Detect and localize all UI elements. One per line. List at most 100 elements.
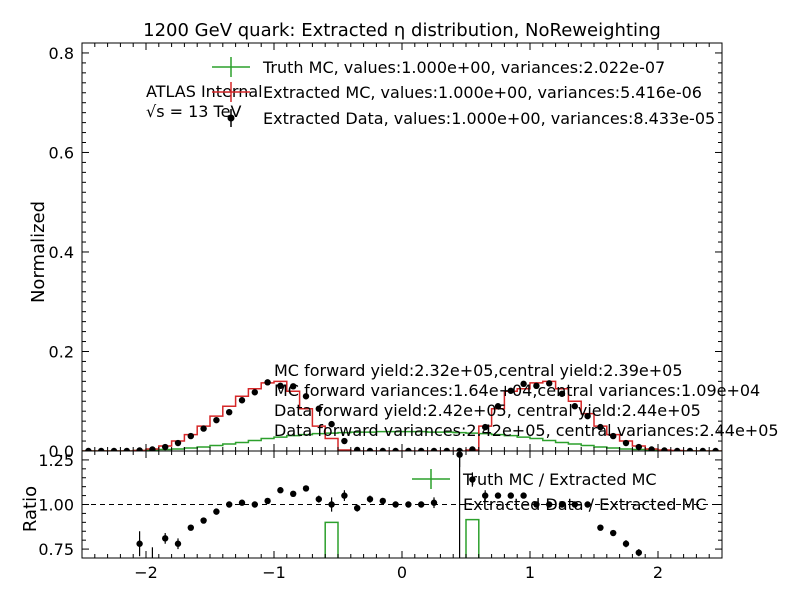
- extracted-data-point: [200, 425, 207, 432]
- extracted-data-point: [597, 423, 604, 431]
- data-ratio-point: [366, 495, 374, 503]
- extracted-data-point: [546, 380, 553, 387]
- data-ratio-point: [187, 524, 194, 531]
- data-ratio-point: [558, 501, 566, 508]
- extracted-data-point: [354, 446, 361, 451]
- extracted-data-point: [226, 408, 233, 416]
- x-tick-label: 1: [525, 563, 535, 582]
- data-ratio-point: [238, 499, 246, 506]
- extracted-data-point: [251, 389, 258, 396]
- data-ratio-point: [597, 524, 604, 531]
- truth-ratio-bin: [465, 518, 480, 558]
- extracted-data-point: [98, 447, 105, 451]
- legend-truth-mc-label: Truth MC, values:1.000e+00, variances:2.…: [262, 58, 665, 77]
- ratio-y-tick-label: 1.00: [38, 496, 74, 515]
- extracted-data-point: [482, 423, 489, 431]
- data-ratio-point: [341, 492, 348, 499]
- extracted-data-point: [213, 416, 220, 424]
- extracted-data-point: [290, 383, 297, 390]
- extracted-data-point: [469, 446, 476, 451]
- data-ratio-point: [354, 504, 361, 512]
- extracted-data-point: [264, 379, 271, 386]
- data-ratio-point: [635, 549, 642, 556]
- data-variance-text: Data forward variances:2.42e+05, central…: [274, 421, 779, 440]
- main-legend: Truth MC, values:1.000e+00, variances:2.…: [212, 57, 715, 128]
- legend-extracted-mc-label: Extracted MC, values:1.000e+00, variance…: [263, 83, 702, 102]
- data-ratio-point: [290, 490, 297, 497]
- extracted-data-point: [699, 447, 706, 451]
- extracted-data-point: [661, 447, 668, 451]
- extracted-data-point: [149, 446, 156, 451]
- extracted-data-point: [187, 432, 194, 440]
- extracted-data-point: [405, 447, 412, 451]
- data-ratio-point: [226, 501, 233, 508]
- extracted-data-point: [174, 439, 182, 447]
- ratio-legend: Truth MC / Extracted MC Extracted Data /…: [412, 469, 707, 514]
- legend-extracted-data-marker: [227, 109, 235, 127]
- extracted-data-point: [571, 403, 578, 410]
- main-y-axis-label: Normalized: [28, 201, 49, 303]
- data-ratio-point: [328, 501, 335, 508]
- data-ratio-point: [392, 501, 399, 508]
- extracted-data-point: [418, 447, 425, 451]
- legend-extracted-data-label: Extracted Data, values:1.000e+00, varian…: [263, 109, 715, 128]
- extracted-data-point: [238, 397, 246, 404]
- data-ratio-point: [251, 501, 258, 508]
- energy-value: = 13 TeV: [165, 102, 242, 121]
- data-ratio-point: [315, 495, 322, 503]
- data-ratio-point: [136, 540, 143, 547]
- data-ratio-point: [533, 501, 540, 508]
- legend-extracted-mc-marker: [212, 82, 250, 102]
- extracted-data-point: [558, 390, 566, 397]
- extracted-data-point: [392, 447, 399, 451]
- energy-sqrt-s: √s: [146, 102, 165, 121]
- legend-data-ratio-label: Extracted Data / Extracted MC: [463, 495, 707, 514]
- extracted-data-point: [622, 439, 630, 447]
- data-ratio-point: [379, 497, 386, 505]
- extracted-data-point: [686, 447, 694, 451]
- main-y-tick-label: 0.6: [49, 143, 74, 162]
- energy-label: √s = 13 TeV: [146, 102, 241, 121]
- extracted-data-point: [507, 387, 514, 394]
- data-ratio-point: [507, 492, 514, 499]
- extracted-data-point: [110, 447, 118, 451]
- extracted-data-point: [443, 447, 450, 451]
- extracted-data-point: [648, 446, 655, 451]
- x-tick-label: −2: [134, 563, 158, 582]
- ratio-y-tick-label: 0.75: [38, 540, 74, 559]
- ratio-y-axis-label: Ratio: [20, 486, 41, 532]
- chart-title: 1200 GeV quark: Extracted η distribution…: [143, 20, 661, 41]
- x-tick-label: −1: [262, 563, 286, 582]
- extracted-data-point: [315, 405, 322, 412]
- data-ratio-point: [482, 492, 489, 499]
- data-ratio-point: [302, 485, 310, 492]
- extracted-data-point: [712, 447, 719, 451]
- extracted-data-point: [635, 443, 642, 451]
- data-ratio-point: [162, 535, 169, 542]
- data-ratio-point: [213, 508, 220, 515]
- data-ratio-point: [584, 501, 591, 508]
- extracted-data-point: [494, 403, 502, 410]
- data-yield-text: Data forward yield:2.42e+05, central yie…: [274, 401, 701, 420]
- yield-annotations: MC forward yield:2.32e+05,central yield:…: [274, 361, 779, 440]
- data-ratio-point: [494, 492, 502, 499]
- extracted-data-point: [85, 447, 92, 451]
- extracted-data-point: [584, 412, 591, 420]
- data-ratio-point: [277, 487, 284, 494]
- extracted-data-point: [674, 447, 681, 451]
- extracted-data-point: [366, 447, 374, 451]
- main-y-tick-label: 0.8: [49, 44, 74, 63]
- data-ratio-point: [430, 499, 438, 506]
- data-ratio-point: [469, 476, 476, 483]
- extracted-data-point: [136, 447, 143, 451]
- data-ratio-point: [174, 540, 182, 547]
- ratio-y-tick-label: 1.25: [38, 451, 74, 470]
- extracted-data-point: [610, 432, 617, 440]
- extracted-data-point: [162, 443, 169, 451]
- mc-yield-text: MC forward yield:2.32e+05,central yield:…: [274, 361, 683, 380]
- data-ratio-point: [418, 501, 425, 508]
- data-ratio-point: [520, 492, 527, 499]
- ratio-plot-area: [82, 451, 722, 558]
- data-ratio-point: [610, 529, 617, 537]
